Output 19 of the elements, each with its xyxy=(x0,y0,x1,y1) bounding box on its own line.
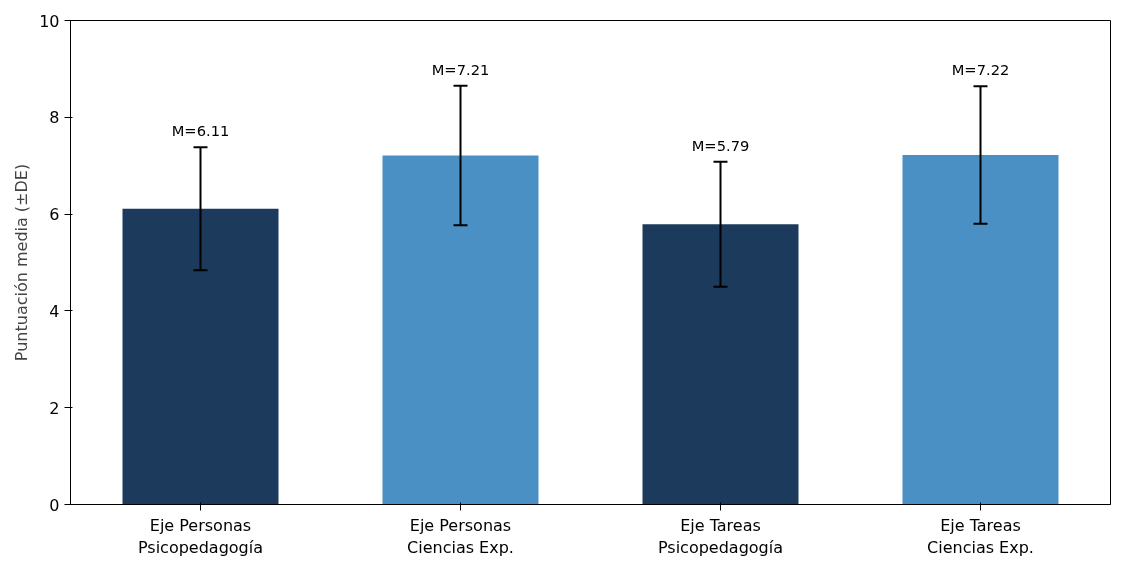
annotation: M=7.22 xyxy=(951,61,1010,79)
annotation: M=7.21 xyxy=(431,60,490,78)
bar xyxy=(382,155,539,505)
x-tick-label: Eje Tareas Ciencias Exp. xyxy=(927,515,1034,558)
y-tick-label: 0 xyxy=(49,495,60,515)
bar xyxy=(122,208,279,505)
y-tick-label: 6 xyxy=(49,205,60,225)
x-tick-label: Eje Tareas Psicopedagogía xyxy=(657,515,784,558)
y-tick-label: 10 xyxy=(39,11,60,31)
y-tick-label: 8 xyxy=(49,108,60,128)
y-axis-title: Puntuación media (±DE) xyxy=(12,163,32,362)
bar xyxy=(902,155,1059,505)
y-tick-label: 2 xyxy=(49,398,60,418)
bar xyxy=(642,224,799,505)
x-tick-label: Eje Personas Ciencias Exp. xyxy=(407,515,514,558)
x-tick-label: Eje Personas Psicopedagogía xyxy=(137,515,264,558)
y-tick-label: 4 xyxy=(49,301,60,321)
annotation: M=6.11 xyxy=(171,122,230,140)
annotation: M=5.79 xyxy=(691,136,750,154)
